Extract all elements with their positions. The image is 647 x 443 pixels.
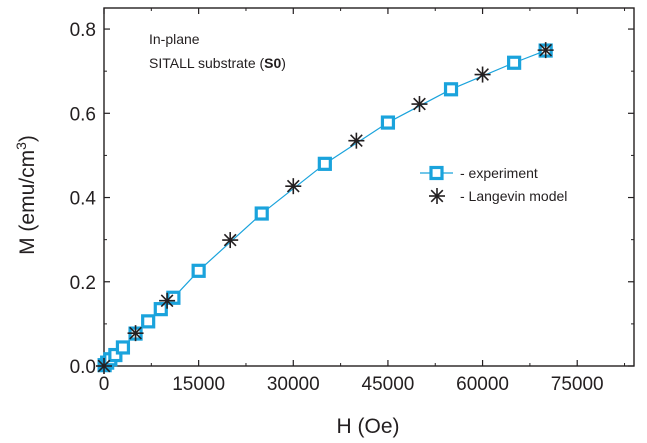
- experiment-point: [507, 55, 522, 70]
- legend-experiment-marker: [429, 165, 444, 181]
- experiment-point: [153, 302, 168, 317]
- y-tick-label: 0.2: [70, 273, 96, 294]
- plot-frame-layer: [103, 7, 635, 367]
- legend-model-marker: [429, 188, 445, 204]
- annotation-line1: In-plane: [149, 31, 200, 47]
- langevin-point: [127, 325, 144, 342]
- langevin-point: [348, 132, 365, 149]
- x-tick-label: 75000: [551, 374, 604, 395]
- x-tick-label: 15000: [172, 374, 225, 395]
- y-tick-label: 0.6: [70, 104, 96, 125]
- annotation-line2-pre: SITALL substrate (: [149, 55, 264, 71]
- annotation-line2-bold: S0: [264, 55, 281, 71]
- langevin-point: [96, 358, 112, 374]
- y-tick-label: 0.4: [70, 189, 97, 210]
- legend-experiment-label: - experiment: [460, 165, 538, 181]
- langevin-point: [411, 96, 428, 113]
- langevin-point: [159, 292, 176, 309]
- experiment-point: [108, 347, 123, 363]
- experiment-point: [141, 314, 156, 329]
- experiment-point: [317, 156, 332, 171]
- x-tick-label: 60000: [456, 374, 509, 395]
- langevin-point: [474, 66, 491, 83]
- experiment-point: [443, 82, 459, 97]
- annotation-line2: SITALL substrate (S0): [149, 55, 286, 71]
- x-tick-label: 30000: [267, 374, 320, 395]
- series-layer: [96, 42, 554, 374]
- y-tick-label: 0.8: [70, 20, 96, 41]
- y-tick-label: 0.0: [70, 357, 96, 378]
- annotation-line2-post: ): [281, 55, 286, 71]
- x-tick-label: 0: [99, 374, 110, 395]
- experiment-series-line: [104, 49, 546, 366]
- y-axis-label-close: ): [16, 135, 39, 142]
- legend-model-label: - Langevin model: [460, 188, 567, 204]
- plot-frame: [103, 7, 635, 367]
- y-axis-label: M (emu/cm3): [13, 135, 39, 255]
- experiment-point: [254, 206, 269, 221]
- legend: - experiment - Langevin model: [420, 165, 567, 204]
- y-axis-label-main: M (emu/cm: [16, 150, 39, 255]
- langevin-point: [285, 178, 302, 195]
- x-axis-label: H (Oe): [337, 415, 400, 438]
- experiment-point: [380, 115, 396, 130]
- experiment-point: [115, 340, 131, 355]
- tick-layer: 0 15000 30000 45000 60000 75000 0.0 0.2 0.4 0.6 0.…: [70, 8, 634, 395]
- x-tick-label: 45000: [362, 374, 415, 395]
- experiment-point: [191, 263, 206, 278]
- y-axis-label-superscript: 3: [13, 142, 29, 150]
- experiment-point: [166, 290, 181, 305]
- langevin-point: [222, 232, 239, 249]
- langevin-point: [537, 42, 554, 59]
